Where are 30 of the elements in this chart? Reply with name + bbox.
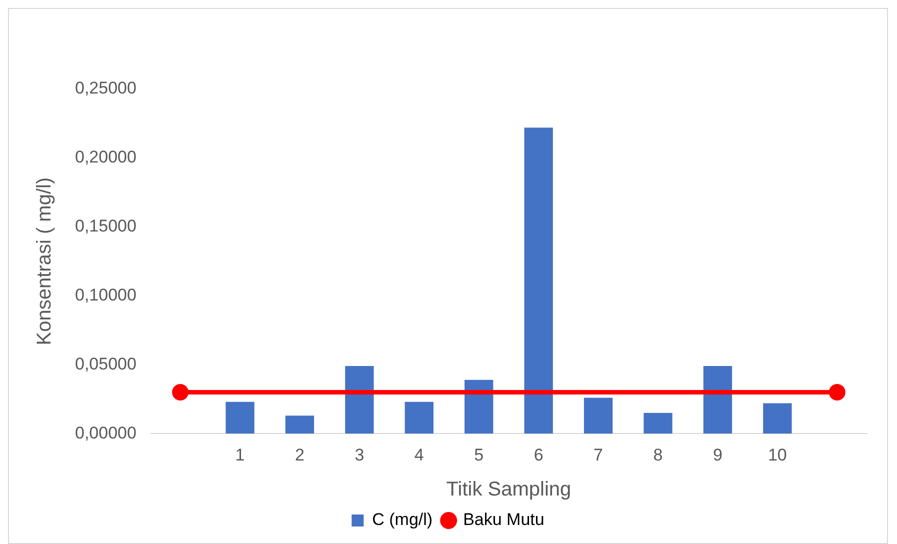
- bar: [226, 402, 254, 434]
- y-tick-label: 0,05000: [75, 354, 136, 374]
- y-tick-label: 0,00000: [75, 423, 136, 442]
- bar: [285, 416, 314, 434]
- y-tick-label: 0,25000: [75, 78, 136, 98]
- bar: [464, 380, 494, 434]
- bar: [345, 366, 374, 434]
- y-tick-label: 0,10000: [75, 285, 136, 304]
- x-tick-label: 4: [414, 445, 424, 464]
- x-tick-label: 1: [235, 445, 245, 464]
- x-tick-label: 8: [653, 445, 663, 464]
- x-tick-label: 7: [594, 445, 604, 464]
- y-tick-label: 0,20000: [75, 148, 136, 167]
- x-tick-label: 2: [294, 445, 304, 464]
- x-axis-title: Titik Sampling: [446, 478, 572, 501]
- x-tick-label: 5: [474, 445, 484, 464]
- bar: [703, 366, 732, 434]
- bar: [524, 128, 553, 434]
- x-tick-label: 6: [534, 445, 544, 464]
- bar: [644, 412, 672, 434]
- x-tick-label: 3: [354, 445, 364, 464]
- legend-label: Baku Mutu: [463, 510, 544, 530]
- legend-label: C (mg/l): [372, 510, 433, 530]
- bar: [763, 403, 792, 434]
- bar: [584, 398, 613, 434]
- x-tick-label: 9: [712, 445, 722, 464]
- y-axis-title: Konsentrasi ( mg/l): [34, 177, 56, 346]
- bar: [404, 402, 434, 434]
- x-tick-label: 10: [768, 445, 787, 464]
- y-tick-label: 0,15000: [75, 216, 136, 236]
